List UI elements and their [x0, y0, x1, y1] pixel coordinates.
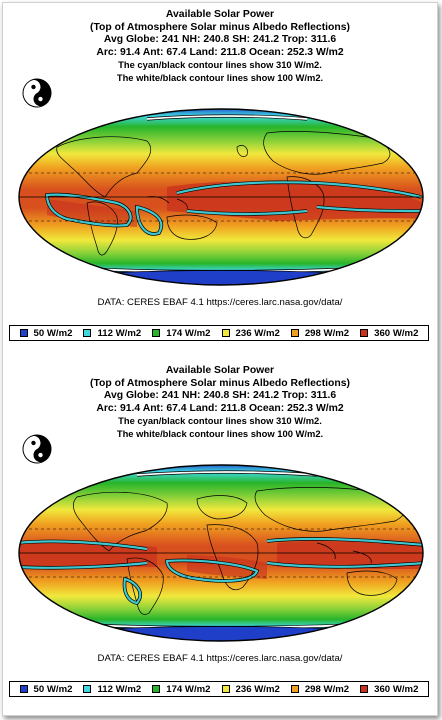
data-source-note: DATA: CERES EBAF 4.1 https://ceres.larc.…	[97, 653, 343, 664]
legend-label: 298 W/m2	[304, 327, 350, 339]
legend-label: 360 W/m2	[374, 683, 419, 695]
legend-label: 174 W/m2	[166, 683, 211, 695]
solar-power-map-atlantic	[18, 464, 424, 642]
legend-label: 112 W/m2	[97, 327, 142, 339]
stats-line-2: Arc: 91.4 Ant: 67.4 Land: 211.8 Ocean: 2…	[96, 402, 344, 414]
map-title: Available Solar Power	[165, 9, 275, 20]
white-contour-note: The white/black contour lines show 100 W…	[116, 427, 324, 439]
legend-item: 360 W/m2	[360, 328, 418, 339]
color-legend: 50 W/m2 112 W/m2 174 W/m2 236 W/m2 298 W…	[9, 325, 429, 341]
legend-swatch	[19, 685, 28, 693]
legend-swatch	[360, 329, 369, 337]
title-block: Available Solar Power (Top of Atmosphere…	[3, 365, 437, 441]
legend-label: 50 W/m2	[33, 327, 73, 339]
legend-label: 360 W/m2	[374, 327, 419, 339]
color-legend: 50 W/m2 112 W/m2 174 W/m2 236 W/m2 298 W…	[9, 681, 429, 697]
legend-swatch	[152, 329, 161, 337]
legend-swatch	[83, 685, 92, 693]
yin-yang-icon	[22, 78, 52, 108]
solar-power-map-pacific	[18, 108, 424, 286]
legend-item: 236 W/m2	[221, 327, 280, 339]
legend-item: 298 W/m2	[290, 683, 350, 695]
legend-label: 112 W/m2	[97, 683, 142, 695]
map-subtitle: (Top of Atmosphere Solar minus Albedo Re…	[90, 21, 350, 33]
legend-swatch	[221, 329, 230, 337]
legend-label: 236 W/m2	[235, 327, 280, 339]
legend-item: 50 W/m2	[19, 683, 73, 695]
legend-item: 360 W/m2	[360, 684, 418, 695]
panel-atlantic-centered: Available Solar Power (Top of Atmosphere…	[3, 359, 437, 715]
panel-pacific-centered: Available Solar Power (Top of Atmosphere…	[3, 3, 437, 359]
map-subtitle: (Top of Atmosphere Solar minus Albedo Re…	[90, 377, 350, 389]
legend-item: 50 W/m2	[19, 327, 73, 339]
legend-swatch	[152, 685, 161, 693]
legend-label: 174 W/m2	[166, 327, 211, 339]
legend-item: 174 W/m2	[152, 683, 211, 695]
legend-swatch	[290, 685, 299, 693]
stats-line-1: Avg Globe: 241 NH: 240.8 SH: 241.2 Trop:…	[103, 34, 337, 46]
cyan-contour-note: The cyan/black contour lines show 310 W/…	[118, 59, 322, 71]
stats-line-1: Avg Globe: 241 NH: 240.8 SH: 241.2 Trop:…	[103, 390, 337, 402]
legend-item: 112 W/m2	[83, 328, 141, 339]
legend-label: 236 W/m2	[235, 683, 280, 695]
yin-yang-icon	[22, 434, 52, 464]
legend-item: 236 W/m2	[221, 683, 280, 695]
cyan-contour-note: The cyan/black contour lines show 310 W/…	[118, 415, 322, 427]
map-title: Available Solar Power	[165, 365, 275, 376]
legend-swatch	[221, 685, 230, 693]
legend-label: 50 W/m2	[33, 683, 73, 695]
legend-label: 298 W/m2	[304, 683, 350, 695]
legend-swatch	[290, 329, 299, 337]
stats-line-2: Arc: 91.4 Ant: 67.4 Land: 211.8 Ocean: 2…	[96, 46, 344, 58]
legend-swatch	[360, 685, 369, 693]
data-source-note: DATA: CERES EBAF 4.1 https://ceres.larc.…	[97, 297, 343, 308]
legend-item: 174 W/m2	[152, 327, 211, 339]
white-contour-note: The white/black contour lines show 100 W…	[116, 71, 324, 83]
figure-frame: Available Solar Power (Top of Atmosphere…	[2, 2, 438, 716]
legend-swatch	[19, 329, 28, 337]
legend-item: 112 W/m2	[83, 684, 141, 695]
title-block: Available Solar Power (Top of Atmosphere…	[3, 9, 437, 85]
legend-swatch	[83, 329, 92, 337]
legend-item: 298 W/m2	[290, 327, 350, 339]
